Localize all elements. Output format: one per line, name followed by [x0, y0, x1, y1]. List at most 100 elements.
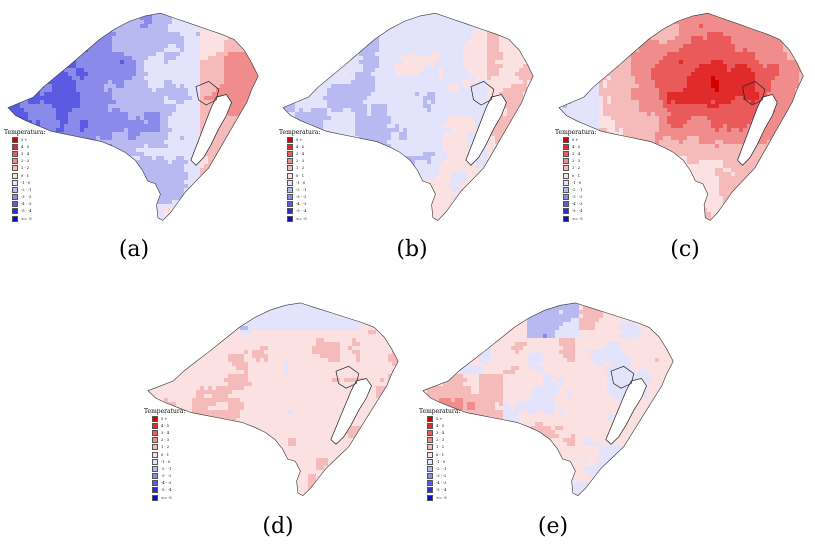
legend-entry: 0 · 1 — [4, 172, 45, 179]
legend-label: 2 · 3 — [21, 158, 29, 164]
legend-swatch — [287, 208, 293, 214]
legend-swatch — [563, 144, 569, 150]
legend-title: Temperatura: — [144, 408, 185, 415]
legend-swatch — [287, 144, 293, 150]
legend-label: -1 · 0 — [296, 180, 305, 186]
legend-swatch — [427, 452, 433, 458]
legend-label: 2 · 3 — [161, 437, 169, 443]
legend-label: -3 · -2 — [572, 194, 582, 200]
caption-c: (c) — [655, 237, 715, 262]
legend-swatch — [563, 201, 569, 207]
legend-label: 2 · 3 — [296, 158, 304, 164]
legend-label: -1 · 0 — [572, 180, 581, 186]
legend-swatch — [152, 495, 158, 501]
legend-label: -4 · -3 — [161, 480, 171, 486]
legend-label: -2 · -1 — [436, 466, 446, 472]
legend-label: -1 · 0 — [161, 459, 170, 465]
legend-entry: -3 · -2 — [419, 473, 460, 480]
legend-label: -5 · -4 — [21, 208, 31, 214]
legend-entry: 2 · 3 — [4, 158, 45, 165]
legend-swatch — [152, 444, 158, 450]
legend-label: 4 · 5 — [161, 423, 169, 429]
legend-swatch — [427, 444, 433, 450]
legend-entry: 1 · 2 — [419, 444, 460, 451]
legend-label: -4 · -3 — [572, 201, 582, 207]
legend-entry: -2 · -1 — [279, 186, 320, 193]
legend-entry: 4 · 5 — [4, 143, 45, 150]
legend-label: 5 + — [296, 137, 302, 143]
legend-label: 5 + — [572, 137, 578, 143]
legend-label: 0 · 1 — [436, 452, 444, 458]
legend-swatch — [287, 194, 293, 200]
legend-label: <= -5 — [296, 216, 307, 222]
legend-e: Temperatura: 5 +4 · 53 · 42 · 31 · 20 · 1… — [419, 408, 460, 501]
legend-label: <= -5 — [161, 495, 172, 501]
legend-entry: -1 · 0 — [4, 179, 45, 186]
legend-title: Temperatura: — [279, 129, 320, 136]
legend-swatch — [563, 208, 569, 214]
legend-entry: 0 · 1 — [279, 172, 320, 179]
legend-entry: 1 · 2 — [4, 165, 45, 172]
legend-swatch — [12, 173, 18, 179]
legend-label: 2 · 3 — [436, 437, 444, 443]
legend-label: 1 · 2 — [21, 165, 29, 171]
legend-swatch — [563, 137, 569, 143]
legend-label: 3 · 4 — [572, 151, 580, 157]
legend-entry: 2 · 3 — [144, 437, 185, 444]
legend-entry: -4 · -3 — [144, 480, 185, 487]
legend-entry: 1 · 2 — [144, 444, 185, 451]
legend-entry: 4 · 5 — [555, 143, 596, 150]
legend-entry: -3 · -2 — [279, 194, 320, 201]
legend-swatch — [287, 180, 293, 186]
legend-label: -3 · -2 — [21, 194, 31, 200]
legend-swatch — [563, 216, 569, 222]
legend-label: 2 · 3 — [572, 158, 580, 164]
panel-c: Temperatura: 5 +4 · 53 · 42 · 31 · 20 · 1… — [551, 0, 815, 270]
legend-swatch — [563, 194, 569, 200]
legend-swatch — [12, 158, 18, 164]
legend-swatch — [152, 416, 158, 422]
legend-entry: 0 · 1 — [419, 451, 460, 458]
legend-d: Temperatura: 5 +4 · 53 · 42 · 31 · 20 · 1… — [144, 408, 185, 501]
legend-label: -4 · -3 — [436, 480, 446, 486]
legend-entry: -2 · -1 — [555, 186, 596, 193]
legend-entry: -1 · 0 — [555, 179, 596, 186]
legend-entry: -2 · -1 — [4, 186, 45, 193]
legend-label: -5 · -4 — [436, 487, 446, 493]
legend-label: -2 · -1 — [296, 187, 306, 193]
legend-title: Temperatura: — [555, 129, 596, 136]
legend-entry: -1 · 0 — [144, 458, 185, 465]
legend-label: 0 · 1 — [296, 173, 304, 179]
legend-entry: 4 · 5 — [279, 143, 320, 150]
legend-swatch — [152, 480, 158, 486]
legend-title: Temperatura: — [419, 408, 460, 415]
legend-swatch — [12, 180, 18, 186]
legend-label: -2 · -1 — [161, 466, 171, 472]
legend-swatch — [12, 144, 18, 150]
legend-entry: <= -5 — [555, 215, 596, 222]
legend-swatch — [152, 437, 158, 443]
legend-entry: 3 · 4 — [144, 429, 185, 436]
legend-entry: <= -5 — [279, 215, 320, 222]
legend-label: <= -5 — [436, 495, 447, 501]
legend-label: 3 · 4 — [436, 430, 444, 436]
legend-entry: -1 · 0 — [419, 458, 460, 465]
caption-e: (e) — [523, 514, 583, 539]
legend-entry: -5 · -4 — [4, 208, 45, 215]
legend-c: Temperatura: 5 +4 · 53 · 42 · 31 · 20 · 1… — [555, 129, 596, 222]
legend-label: -4 · -3 — [296, 201, 306, 207]
legend-label: 1 · 2 — [296, 165, 304, 171]
legend-entry: -5 · -4 — [279, 208, 320, 215]
legend-label: -3 · -2 — [436, 473, 446, 479]
legend-entry: -4 · -3 — [279, 201, 320, 208]
legend-entry: -3 · -2 — [555, 194, 596, 201]
legend-swatch — [152, 459, 158, 465]
legend-entry: 2 · 3 — [555, 158, 596, 165]
legend-label: 5 + — [436, 416, 442, 422]
legend-label: -5 · -4 — [161, 487, 171, 493]
legend-swatch — [152, 423, 158, 429]
legend-label: 5 + — [161, 416, 167, 422]
caption-a: (a) — [104, 237, 164, 262]
legend-swatch — [12, 194, 18, 200]
legend-entry: 5 + — [4, 136, 45, 143]
